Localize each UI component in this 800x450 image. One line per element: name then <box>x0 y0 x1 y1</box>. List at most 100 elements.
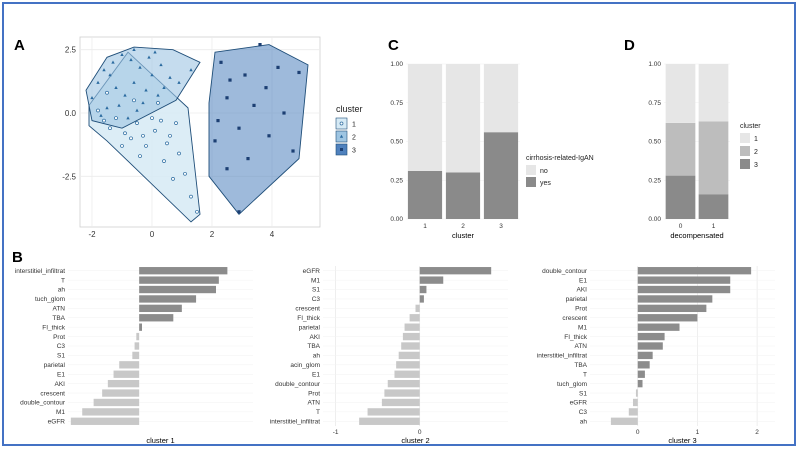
legend-key-2 <box>740 146 750 156</box>
x-tick-label: 0 <box>679 223 683 230</box>
bar-AKI <box>637 285 731 294</box>
data-point-cluster-3 <box>216 119 220 123</box>
x-tick-label: 1 <box>423 223 427 230</box>
y-tick-label: double_contour <box>542 268 588 275</box>
bar-Prot <box>637 304 707 313</box>
panel-label-b: B <box>12 249 23 266</box>
data-point-cluster-1 <box>132 98 136 103</box>
bar-AKI <box>402 332 420 341</box>
y-tick-label: crescent <box>562 315 587 322</box>
y-tick-label: S1 <box>579 390 587 397</box>
data-point-cluster-2 <box>132 47 136 51</box>
bar-segment-2 <box>698 121 729 195</box>
data-point-cluster-3 <box>213 139 217 143</box>
data-point-cluster-1 <box>153 128 157 133</box>
bar-eGFR <box>70 417 140 425</box>
data-point-cluster-3 <box>297 70 301 75</box>
bar-interstitiel_infiltrat <box>359 417 420 425</box>
x-tick-label: 0 <box>150 230 155 239</box>
y-tick-label: AKI <box>310 334 321 341</box>
panel-b-cluster2-bars: -1 0 eGFR M1 S1 C3 crescent FI_thick parietal AKI… <box>270 266 508 445</box>
data-point-cluster-3 <box>252 103 256 107</box>
y-tick-label: AKI <box>55 381 66 388</box>
data-point-cluster-2 <box>147 55 151 59</box>
y-tick-label: ah <box>580 418 588 425</box>
x-axis-title: cluster 2 <box>401 436 429 445</box>
bar-segment-no <box>445 64 481 173</box>
y-tick-label: T <box>583 371 587 378</box>
y-tick-label: ATN <box>574 343 587 350</box>
y-tick-label: E1 <box>579 277 587 284</box>
y-tick-label: AKI <box>577 287 588 294</box>
bar-segment-1 <box>698 64 729 122</box>
data-point-cluster-2 <box>177 80 181 84</box>
bar-E1 <box>394 370 420 378</box>
data-point-cluster-3 <box>276 65 280 69</box>
legend-label: 2 <box>754 149 758 156</box>
bar-segment-3 <box>698 194 729 219</box>
data-point-cluster-3 <box>282 111 286 115</box>
data-point-cluster-2 <box>162 85 166 89</box>
legend-label: 3 <box>754 162 758 169</box>
bar-segment-3 <box>665 175 696 219</box>
data-point-cluster-3 <box>258 43 262 47</box>
bar-parietal <box>404 323 420 331</box>
data-point-cluster-1 <box>141 133 145 138</box>
panel-a-scatter: -2 0 2 4 2.5 0.0 -2.5 cluster 1 2 3 <box>62 36 363 239</box>
data-point-cluster-1 <box>195 209 199 214</box>
y-tick-label: tuch_glom <box>557 381 587 388</box>
y-tick-label: ATN <box>52 306 65 313</box>
y-tick-label: FI_thick <box>297 315 321 322</box>
data-point-cluster-2 <box>138 65 142 69</box>
bar-tuch_glom <box>139 295 197 303</box>
x-axis-title: cluster 3 <box>668 436 696 445</box>
y-tick-label: 0.50 <box>648 139 661 146</box>
data-point-cluster-2 <box>132 80 136 84</box>
y-tick-label: Prot <box>308 390 320 397</box>
y-tick-label: interstitiel_infiltrat <box>270 418 320 425</box>
data-point-cluster-2 <box>99 113 103 117</box>
data-point-cluster-3 <box>264 86 268 90</box>
y-tick-label: 0.75 <box>390 100 403 107</box>
bar-TBA <box>139 314 174 322</box>
bar-acin_glom <box>396 361 420 369</box>
data-point-cluster-1 <box>114 116 118 120</box>
y-tick-label: 0.25 <box>648 177 661 184</box>
bar-interstitiel_infiltrat <box>637 351 653 360</box>
y-tick-label: 0.25 <box>390 177 403 184</box>
y-tick-label: M1 <box>578 324 587 331</box>
bar-C3 <box>628 408 638 416</box>
data-point-cluster-1 <box>156 101 160 105</box>
bar-C3 <box>134 342 140 350</box>
x-tick-label: 2 <box>461 223 465 230</box>
bar-ATN <box>381 398 420 407</box>
y-tick-label: S1 <box>312 287 320 294</box>
data-point-cluster-3 <box>243 73 247 77</box>
data-point-cluster-2 <box>117 103 121 107</box>
y-tick-label: TBA <box>52 315 65 322</box>
legend-title: cirrhosis-related-IgAN <box>526 155 594 162</box>
data-point-cluster-2 <box>120 52 124 57</box>
bar-M1 <box>637 323 680 331</box>
y-tick-label: E1 <box>312 371 320 378</box>
y-tick-label: parietal <box>566 296 588 303</box>
legend-marker-3 <box>340 148 343 151</box>
data-point-cluster-1 <box>129 136 133 141</box>
y-tick-label: interstitiel_infiltrat <box>537 353 587 360</box>
bar-segment-yes <box>445 172 481 219</box>
data-point-cluster-1 <box>168 133 172 138</box>
data-point-cluster-2 <box>102 68 106 72</box>
data-point-cluster-2 <box>123 93 127 97</box>
bar-E1 <box>637 276 731 284</box>
y-tick-label: crescent <box>40 390 65 397</box>
panel-b-cluster1-bars: interstitiel_infiltrat Tah tuch_glom ATN TBA… <box>15 266 253 445</box>
bar-T <box>637 370 645 378</box>
legend-label: no <box>540 168 548 175</box>
hull-cluster-2 <box>85 46 201 129</box>
legend-key-3 <box>740 159 750 169</box>
panel-b-cluster3-bars: 0 1 2 double_contour E1 AKI parietal Prot cresce… <box>537 266 775 445</box>
data-point-cluster-2 <box>159 63 163 67</box>
legend-title: cluster <box>336 104 363 114</box>
y-tick-label: T <box>316 409 320 416</box>
